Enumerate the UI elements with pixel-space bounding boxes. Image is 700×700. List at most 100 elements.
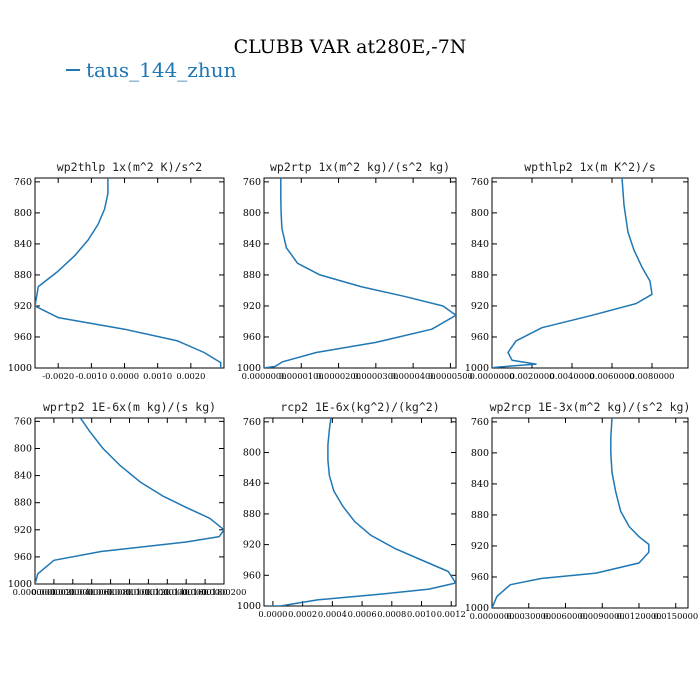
x-tick-label: 0.0000 bbox=[110, 371, 139, 381]
y-tick-label: 920 bbox=[471, 541, 489, 552]
x-tick-label: 0.0120000 bbox=[617, 611, 662, 621]
y-tick-label: 840 bbox=[243, 478, 261, 489]
x-tick-label: 0.0000200 bbox=[202, 587, 247, 597]
subplot-title: wp2thlp 1x(m^2 K)/s^2 bbox=[57, 160, 202, 174]
legend-label: taus_144_zhun bbox=[86, 58, 237, 82]
y-tick-label: 760 bbox=[471, 177, 489, 188]
y-tick-label: 880 bbox=[243, 270, 261, 281]
subplot-3: wpthlp2 1x(m K^2)/s 760 800 840 880 920 960 100… bbox=[465, 160, 689, 381]
y-tick-label: 800 bbox=[14, 208, 32, 219]
subplot-title: rcp2 1E-6x(kg^2)/(kg^2) bbox=[280, 400, 439, 414]
x-tick-label: 0.0000500 bbox=[428, 371, 473, 381]
x-tick-label: 0.0060000 bbox=[590, 371, 635, 381]
subplot-title: wp2rtp 1x(m^2 kg)/(s^2 kg) bbox=[270, 160, 450, 174]
y-tick-label: 920 bbox=[14, 525, 32, 536]
x-tick-label: 0.0000400 bbox=[391, 371, 436, 381]
subplot-6: wp2rcp 1E-3x(m^2 kg)/(s^2 kg)760 800 840 88… bbox=[465, 400, 698, 621]
y-tick-label: 1000 bbox=[465, 603, 489, 614]
x-tick-label: 0.0030000 bbox=[506, 611, 551, 621]
plot-frame bbox=[491, 417, 689, 609]
legend: taus_144_zhun bbox=[66, 58, 236, 82]
y-tick-label: 1000 bbox=[8, 579, 32, 590]
y-tick-label: 880 bbox=[471, 270, 489, 281]
plot-frame bbox=[34, 177, 225, 369]
subplot-2: wp2rtp 1x(m^2 kg)/(s^2 kg) 760 800 840 880 92… bbox=[237, 160, 473, 381]
x-tick-label: 0.0000180 bbox=[183, 587, 228, 597]
y-tick-label: 840 bbox=[471, 479, 489, 490]
series-line bbox=[35, 418, 224, 584]
x-tick-label: 0.0000100 bbox=[107, 587, 152, 597]
y-tick-label: 1000 bbox=[237, 601, 261, 612]
x-tick-label: 0.0004 bbox=[318, 609, 347, 619]
series-line bbox=[35, 178, 222, 368]
y-tick-label: 960 bbox=[471, 572, 489, 583]
x-tick-label: 0.0000000 bbox=[13, 587, 58, 597]
x-tick-label: 0.0000200 bbox=[316, 371, 361, 381]
y-tick-label: 880 bbox=[243, 509, 261, 520]
x-tick-label: 0.0000 bbox=[258, 609, 287, 619]
x-tick-label: 0.0000020 bbox=[31, 587, 76, 597]
y-tick-label: 920 bbox=[243, 301, 261, 312]
y-tick-label: 800 bbox=[243, 448, 261, 459]
x-tick-label: 0.0006 bbox=[348, 609, 377, 619]
x-tick-label: 0.0090000 bbox=[580, 611, 625, 621]
y-tick-label: 880 bbox=[14, 498, 32, 509]
x-tick-label: 0.0040000 bbox=[550, 371, 595, 381]
y-tick-label: 760 bbox=[14, 416, 32, 427]
y-tick-label: 960 bbox=[243, 570, 261, 581]
subplot-title: wprtp2 1E-6x(m kg)/(s kg) bbox=[43, 400, 216, 414]
legend-line-swatch bbox=[66, 69, 80, 71]
subplot-4: wprtp2 1E-6x(m kg)/(s kg) 760 800 840 880 920… bbox=[8, 400, 247, 597]
x-tick-label: 0.0000000 bbox=[470, 371, 515, 381]
x-tick-label: 0.0002 bbox=[288, 609, 317, 619]
x-tick-label: 0.0000000 bbox=[242, 371, 287, 381]
x-tick-label: -0.0010 bbox=[75, 371, 107, 381]
x-tick-label: -0.0020 bbox=[42, 371, 74, 381]
x-tick-label: 0.0010 bbox=[407, 609, 436, 619]
x-tick-label: 0.0000120 bbox=[126, 587, 171, 597]
y-tick-label: 1000 bbox=[8, 363, 32, 374]
x-tick-label: 0.0080000 bbox=[630, 371, 675, 381]
x-tick-label: 0.0010 bbox=[143, 371, 172, 381]
x-tick-label: 0.0000300 bbox=[353, 371, 398, 381]
subplot-1: wp2thlp 1x(m^2 K)/s^2 760 800 840 880 920 960 1… bbox=[8, 160, 225, 381]
y-tick-label: 800 bbox=[14, 443, 32, 454]
x-tick-label: 0.0000160 bbox=[164, 587, 209, 597]
y-tick-label: 1000 bbox=[237, 363, 261, 374]
x-tick-label: 0.0000140 bbox=[145, 587, 190, 597]
plot-frame bbox=[263, 177, 457, 369]
series-line bbox=[492, 418, 650, 608]
series-line bbox=[268, 418, 456, 606]
series-line bbox=[492, 178, 653, 368]
y-tick-label: 880 bbox=[14, 270, 32, 281]
y-tick-label: 760 bbox=[14, 177, 32, 188]
y-tick-label: 760 bbox=[471, 417, 489, 428]
y-tick-label: 760 bbox=[243, 417, 261, 428]
y-tick-label: 880 bbox=[471, 510, 489, 521]
x-tick-label: 0.0008 bbox=[377, 609, 406, 619]
y-tick-label: 800 bbox=[243, 208, 261, 219]
x-tick-label: 0.0000100 bbox=[279, 371, 324, 381]
y-tick-label: 920 bbox=[14, 301, 32, 312]
x-tick-label: 0.0000060 bbox=[69, 587, 114, 597]
x-tick-label: 0.0000000 bbox=[470, 611, 515, 621]
y-tick-label: 960 bbox=[14, 332, 32, 343]
y-tick-label: 960 bbox=[243, 332, 261, 343]
subplot-title: wp2rcp 1E-3x(m^2 kg)/(s^2 kg) bbox=[490, 400, 691, 414]
figure-title: CLUBB VAR at280E,-7N bbox=[233, 36, 467, 58]
y-tick-label: 960 bbox=[14, 552, 32, 563]
y-tick-label: 760 bbox=[243, 177, 261, 188]
x-tick-label: 0.0012 bbox=[437, 609, 466, 619]
subplot-5: rcp2 1E-6x(kg^2)/(kg^2) 760 800 840 880 920 96… bbox=[237, 400, 466, 619]
subplot-title: wpthlp2 1x(m K^2)/s bbox=[524, 160, 656, 174]
plot-frame bbox=[263, 417, 457, 607]
y-tick-label: 840 bbox=[14, 239, 32, 250]
y-tick-label: 840 bbox=[243, 239, 261, 250]
y-tick-label: 920 bbox=[471, 301, 489, 312]
x-tick-label: 0.0020 bbox=[176, 371, 205, 381]
y-tick-label: 920 bbox=[243, 540, 261, 551]
y-tick-label: 800 bbox=[471, 448, 489, 459]
y-tick-label: 800 bbox=[471, 208, 489, 219]
x-tick-label: 0.0000080 bbox=[88, 587, 133, 597]
